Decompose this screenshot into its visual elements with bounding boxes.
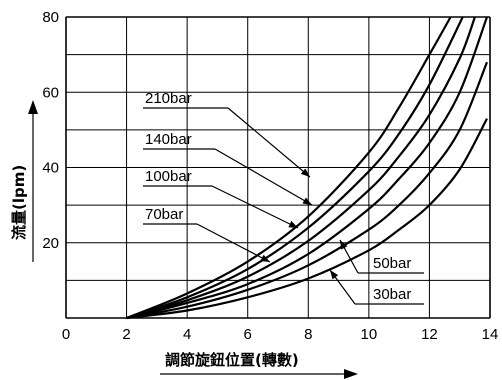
x-tick-label: 0	[62, 326, 70, 343]
y-tick-label: 80	[42, 9, 59, 26]
x-tick-label: 10	[361, 326, 378, 343]
axes: 調節旋鈕位置(轉數) 流量(lpm)	[10, 100, 358, 379]
x-tick-label: 6	[244, 326, 252, 343]
y-tick-label: 60	[42, 84, 59, 101]
curve-label-100bar: 100bar	[145, 168, 192, 185]
series-line-100bar	[126, 16, 476, 320]
y-tick-label: 20	[42, 235, 59, 252]
label-leader	[214, 148, 313, 206]
x-tick-label: 14	[482, 326, 499, 343]
tick-labels: 0 2 4 6 8 10 12 14 20 40 60 80	[42, 9, 498, 343]
curve-label-210bar: 210bar	[145, 90, 192, 107]
y-axis-title: 流量(lpm)	[10, 165, 28, 240]
grid	[65, 16, 491, 319]
curve-annotations: 210bar 140bar 100bar 70bar 50bar 30bar	[143, 90, 424, 305]
x-tick-label: 2	[122, 326, 130, 343]
curves	[126, 16, 489, 320]
label-leader	[227, 107, 311, 178]
curve-label-70bar: 70bar	[145, 206, 183, 223]
curve-label-50bar: 50bar	[373, 255, 411, 272]
x-axis-arrow-head	[344, 369, 358, 379]
series-line-50bar	[126, 61, 489, 320]
label-arrowhead	[340, 240, 348, 250]
x-tick-label: 8	[304, 326, 312, 343]
series-line-30bar	[126, 118, 488, 320]
label-arrowhead	[288, 220, 298, 228]
curve-label-140bar: 140bar	[145, 131, 192, 148]
series-line-210bar	[126, 16, 452, 320]
y-tick-label: 40	[42, 160, 59, 177]
label-arrowhead	[302, 197, 312, 205]
label-leader	[211, 185, 299, 229]
x-tick-label: 12	[421, 326, 438, 343]
y-axis-arrow-head	[28, 100, 38, 114]
curve-label-30bar: 30bar	[373, 286, 411, 303]
x-tick-label: 4	[183, 326, 191, 343]
series-line-70bar	[126, 16, 489, 320]
label-arrowhead	[300, 168, 310, 177]
label-leader	[196, 223, 271, 263]
x-axis-title: 調節旋鈕位置(轉數)	[165, 351, 299, 369]
series-line-140bar	[126, 16, 464, 320]
label-arrowhead	[260, 254, 270, 262]
label-arrowhead	[330, 270, 339, 280]
